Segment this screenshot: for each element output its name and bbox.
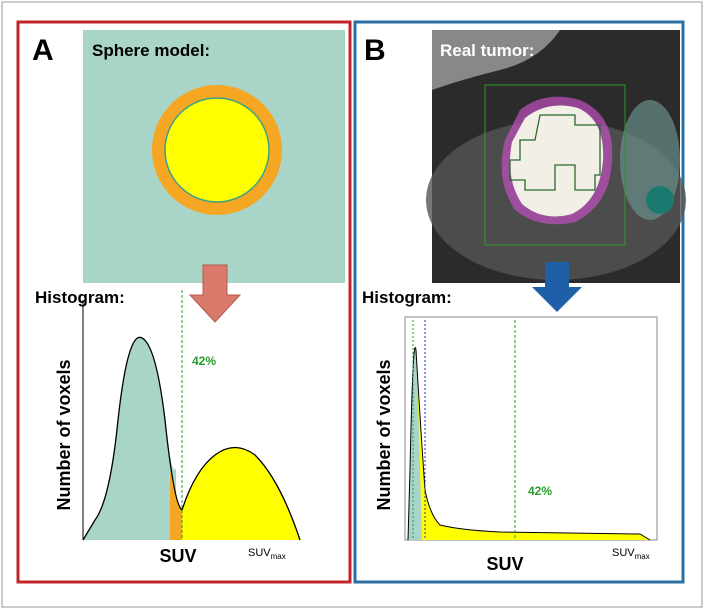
image-title: Real tumor: xyxy=(440,41,534,60)
arrow xyxy=(188,264,242,323)
y-axis-label: Number of voxels xyxy=(54,359,74,510)
area-inner xyxy=(408,347,422,540)
ct-spine xyxy=(646,186,674,214)
image-title: Sphere model: xyxy=(92,41,210,60)
tumor xyxy=(509,105,604,217)
arrow xyxy=(532,262,582,312)
ct-region xyxy=(432,30,560,90)
area-outer xyxy=(408,347,650,540)
x-max-base: SUV xyxy=(612,547,635,559)
area-outer xyxy=(182,447,300,540)
y-axis-label: Number of voxels xyxy=(374,359,394,510)
panel-label: B xyxy=(364,34,386,67)
plot-box xyxy=(404,316,658,541)
panel-border xyxy=(353,20,685,584)
panel-border xyxy=(16,20,352,584)
histogram-curve xyxy=(82,336,301,541)
x-max-base: SUV xyxy=(248,547,271,559)
tumor-contour xyxy=(509,114,601,191)
panel-b: B Real tumor: Histogram: 42% Number of v… xyxy=(353,20,686,584)
x-max-label: SUVmax xyxy=(248,547,286,561)
x-max-sub: max xyxy=(271,552,286,561)
x-max-label: SUVmax xyxy=(612,547,650,561)
histogram-title: Histogram: xyxy=(35,288,125,307)
x-axis-label: SUV xyxy=(486,554,523,574)
roi-box xyxy=(484,84,626,246)
panel-a: A Sphere model: Histogram: 42% Number of… xyxy=(16,20,352,584)
threshold-label: 42% xyxy=(192,354,216,368)
threshold-label: 42% xyxy=(528,484,552,498)
histogram-title: Histogram: xyxy=(362,288,452,307)
x-axis-label: SUV xyxy=(159,546,196,566)
x-max-sub: max xyxy=(635,552,650,561)
sphere-core xyxy=(164,97,270,203)
panel-label: A xyxy=(32,34,54,67)
area-inner xyxy=(83,337,176,540)
area-edge xyxy=(170,470,182,540)
